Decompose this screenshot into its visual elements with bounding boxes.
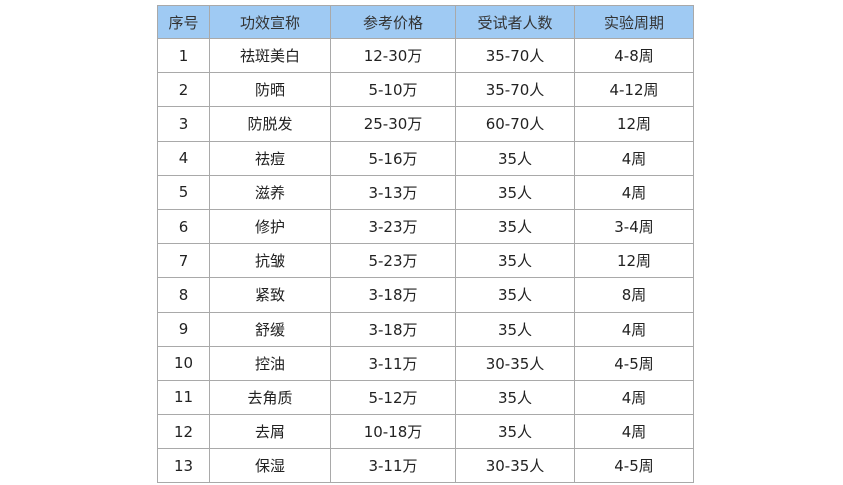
cell-period: 4周	[574, 140, 694, 176]
cell-index: 7	[157, 243, 210, 279]
cell-claim: 滋养	[209, 174, 331, 210]
table-row: 8 紧致 3-18万 35人 8周	[157, 277, 694, 313]
header-subjects: 受试者人数	[455, 5, 575, 39]
cell-index: 11	[157, 379, 210, 416]
table-row: 7 抗皱 5-23万 35人 12周	[157, 243, 694, 279]
cell-index: 3	[157, 106, 210, 142]
cell-period: 4周	[574, 174, 694, 210]
cell-index: 6	[157, 208, 210, 245]
table-row: 3 防脱发 25-30万 60-70人 12周	[157, 106, 694, 142]
table-row: 6 修护 3-23万 35人 3-4周	[157, 208, 694, 245]
cell-period: 4周	[574, 379, 694, 416]
cell-period: 4-5周	[574, 448, 694, 484]
cell-period: 4周	[574, 311, 694, 347]
cell-period: 12周	[574, 106, 694, 142]
cell-subjects: 30-35人	[455, 345, 575, 381]
table-row: 4 祛痘 5-16万 35人 4周	[157, 140, 694, 176]
cell-period: 4-8周	[574, 37, 694, 74]
cell-price: 3-18万	[330, 277, 456, 313]
cell-period: 4周	[574, 414, 694, 450]
cell-price: 5-23万	[330, 243, 456, 279]
cell-subjects: 35人	[455, 174, 575, 210]
cell-period: 3-4周	[574, 208, 694, 245]
cell-index: 8	[157, 277, 210, 313]
table-row: 10 控油 3-11万 30-35人 4-5周	[157, 345, 694, 381]
cell-claim: 保湿	[209, 448, 331, 484]
cell-subjects: 35人	[455, 243, 575, 279]
cell-price: 5-10万	[330, 72, 456, 108]
cell-price: 3-23万	[330, 208, 456, 245]
cell-claim: 防晒	[209, 72, 331, 108]
cell-price: 5-16万	[330, 140, 456, 176]
cell-index: 9	[157, 311, 210, 347]
cell-subjects: 35人	[455, 379, 575, 416]
cell-subjects: 60-70人	[455, 106, 575, 142]
cell-claim: 修护	[209, 208, 331, 245]
cell-period: 4-5周	[574, 345, 694, 381]
cell-index: 4	[157, 140, 210, 176]
header-claim: 功效宣称	[209, 5, 331, 39]
cell-claim: 去角质	[209, 379, 331, 416]
header-period: 实验周期	[574, 5, 694, 39]
cell-claim: 控油	[209, 345, 331, 381]
table-row: 12 去屑 10-18万 35人 4周	[157, 414, 694, 450]
cell-price: 3-13万	[330, 174, 456, 210]
cell-subjects: 35-70人	[455, 37, 575, 74]
cell-index: 5	[157, 174, 210, 210]
table-row: 5 滋养 3-13万 35人 4周	[157, 174, 694, 210]
cell-price: 25-30万	[330, 106, 456, 142]
table-row: 2 防晒 5-10万 35-70人 4-12周	[157, 72, 694, 108]
cell-index: 13	[157, 448, 210, 484]
cell-price: 3-11万	[330, 448, 456, 484]
table-row: 9 舒缓 3-18万 35人 4周	[157, 311, 694, 347]
cell-claim: 祛斑美白	[209, 37, 331, 74]
cell-subjects: 35人	[455, 277, 575, 313]
cell-index: 12	[157, 414, 210, 450]
cell-claim: 去屑	[209, 414, 331, 450]
table-row: 11 去角质 5-12万 35人 4周	[157, 379, 694, 416]
cell-period: 8周	[574, 277, 694, 313]
cell-claim: 防脱发	[209, 106, 331, 142]
cell-price: 5-12万	[330, 379, 456, 416]
cell-price: 12-30万	[330, 37, 456, 74]
cell-claim: 紧致	[209, 277, 331, 313]
cell-index: 2	[157, 72, 210, 108]
cell-subjects: 35人	[455, 414, 575, 450]
header-index: 序号	[157, 5, 210, 39]
header-price: 参考价格	[330, 5, 456, 39]
efficacy-claims-table: 序号 功效宣称 参考价格 受试者人数 实验周期 1 祛斑美白 12-30万 35-70人 4-8…	[157, 5, 694, 484]
table-row: 13 保湿 3-11万 30-35人 4-5周	[157, 448, 694, 484]
cell-subjects: 35-70人	[455, 72, 575, 108]
cell-period: 4-12周	[574, 72, 694, 108]
cell-claim: 抗皱	[209, 243, 331, 279]
cell-subjects: 35人	[455, 140, 575, 176]
cell-subjects: 30-35人	[455, 448, 575, 484]
cell-price: 3-11万	[330, 345, 456, 381]
cell-subjects: 35人	[455, 311, 575, 347]
cell-claim: 祛痘	[209, 140, 331, 176]
cell-index: 1	[157, 37, 210, 74]
cell-subjects: 35人	[455, 208, 575, 245]
cell-period: 12周	[574, 243, 694, 279]
cell-price: 10-18万	[330, 414, 456, 450]
cell-claim: 舒缓	[209, 311, 331, 347]
header-row: 序号 功效宣称 参考价格 受试者人数 实验周期	[157, 5, 694, 39]
cell-index: 10	[157, 345, 210, 381]
table-row: 1 祛斑美白 12-30万 35-70人 4-8周	[157, 37, 694, 74]
cell-price: 3-18万	[330, 311, 456, 347]
